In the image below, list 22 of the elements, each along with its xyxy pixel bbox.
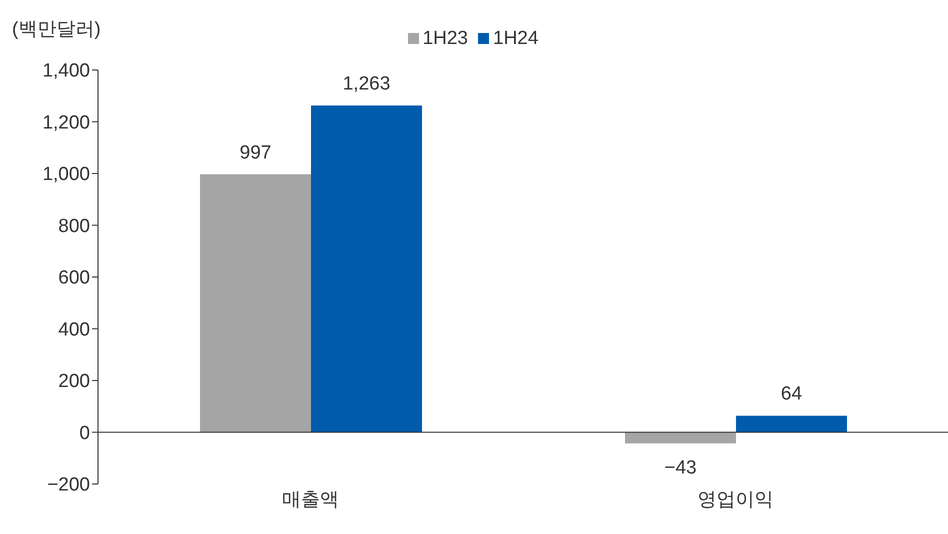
y-tick-label: 1,400 — [42, 60, 90, 82]
y-axis-title: (백만달러) — [12, 18, 101, 42]
y-tick-label: 1,000 — [42, 164, 90, 186]
y-tick-label: −200 — [47, 474, 90, 496]
y-tick-label: 200 — [58, 371, 90, 392]
data-label: 997 — [240, 142, 272, 164]
y-tick-label: 1,200 — [42, 112, 90, 134]
legend-label: 1H23 — [422, 28, 468, 49]
data-label: 64 — [780, 384, 802, 405]
x-tick-label: 영업이익 — [698, 489, 774, 510]
data-label: 1,263 — [342, 73, 390, 94]
y-tick-label: 600 — [58, 268, 90, 289]
bar — [625, 432, 736, 444]
bar — [311, 105, 422, 432]
legend-label: 1H24 — [493, 28, 538, 49]
bar — [200, 174, 311, 432]
x-tick-label: 매출액 — [282, 489, 339, 510]
y-tick-label: 400 — [58, 319, 90, 340]
y-tick-label: 0 — [79, 422, 90, 444]
y-tick-label: 800 — [58, 216, 90, 237]
data-label: −43 — [664, 457, 697, 478]
bar — [736, 416, 847, 432]
